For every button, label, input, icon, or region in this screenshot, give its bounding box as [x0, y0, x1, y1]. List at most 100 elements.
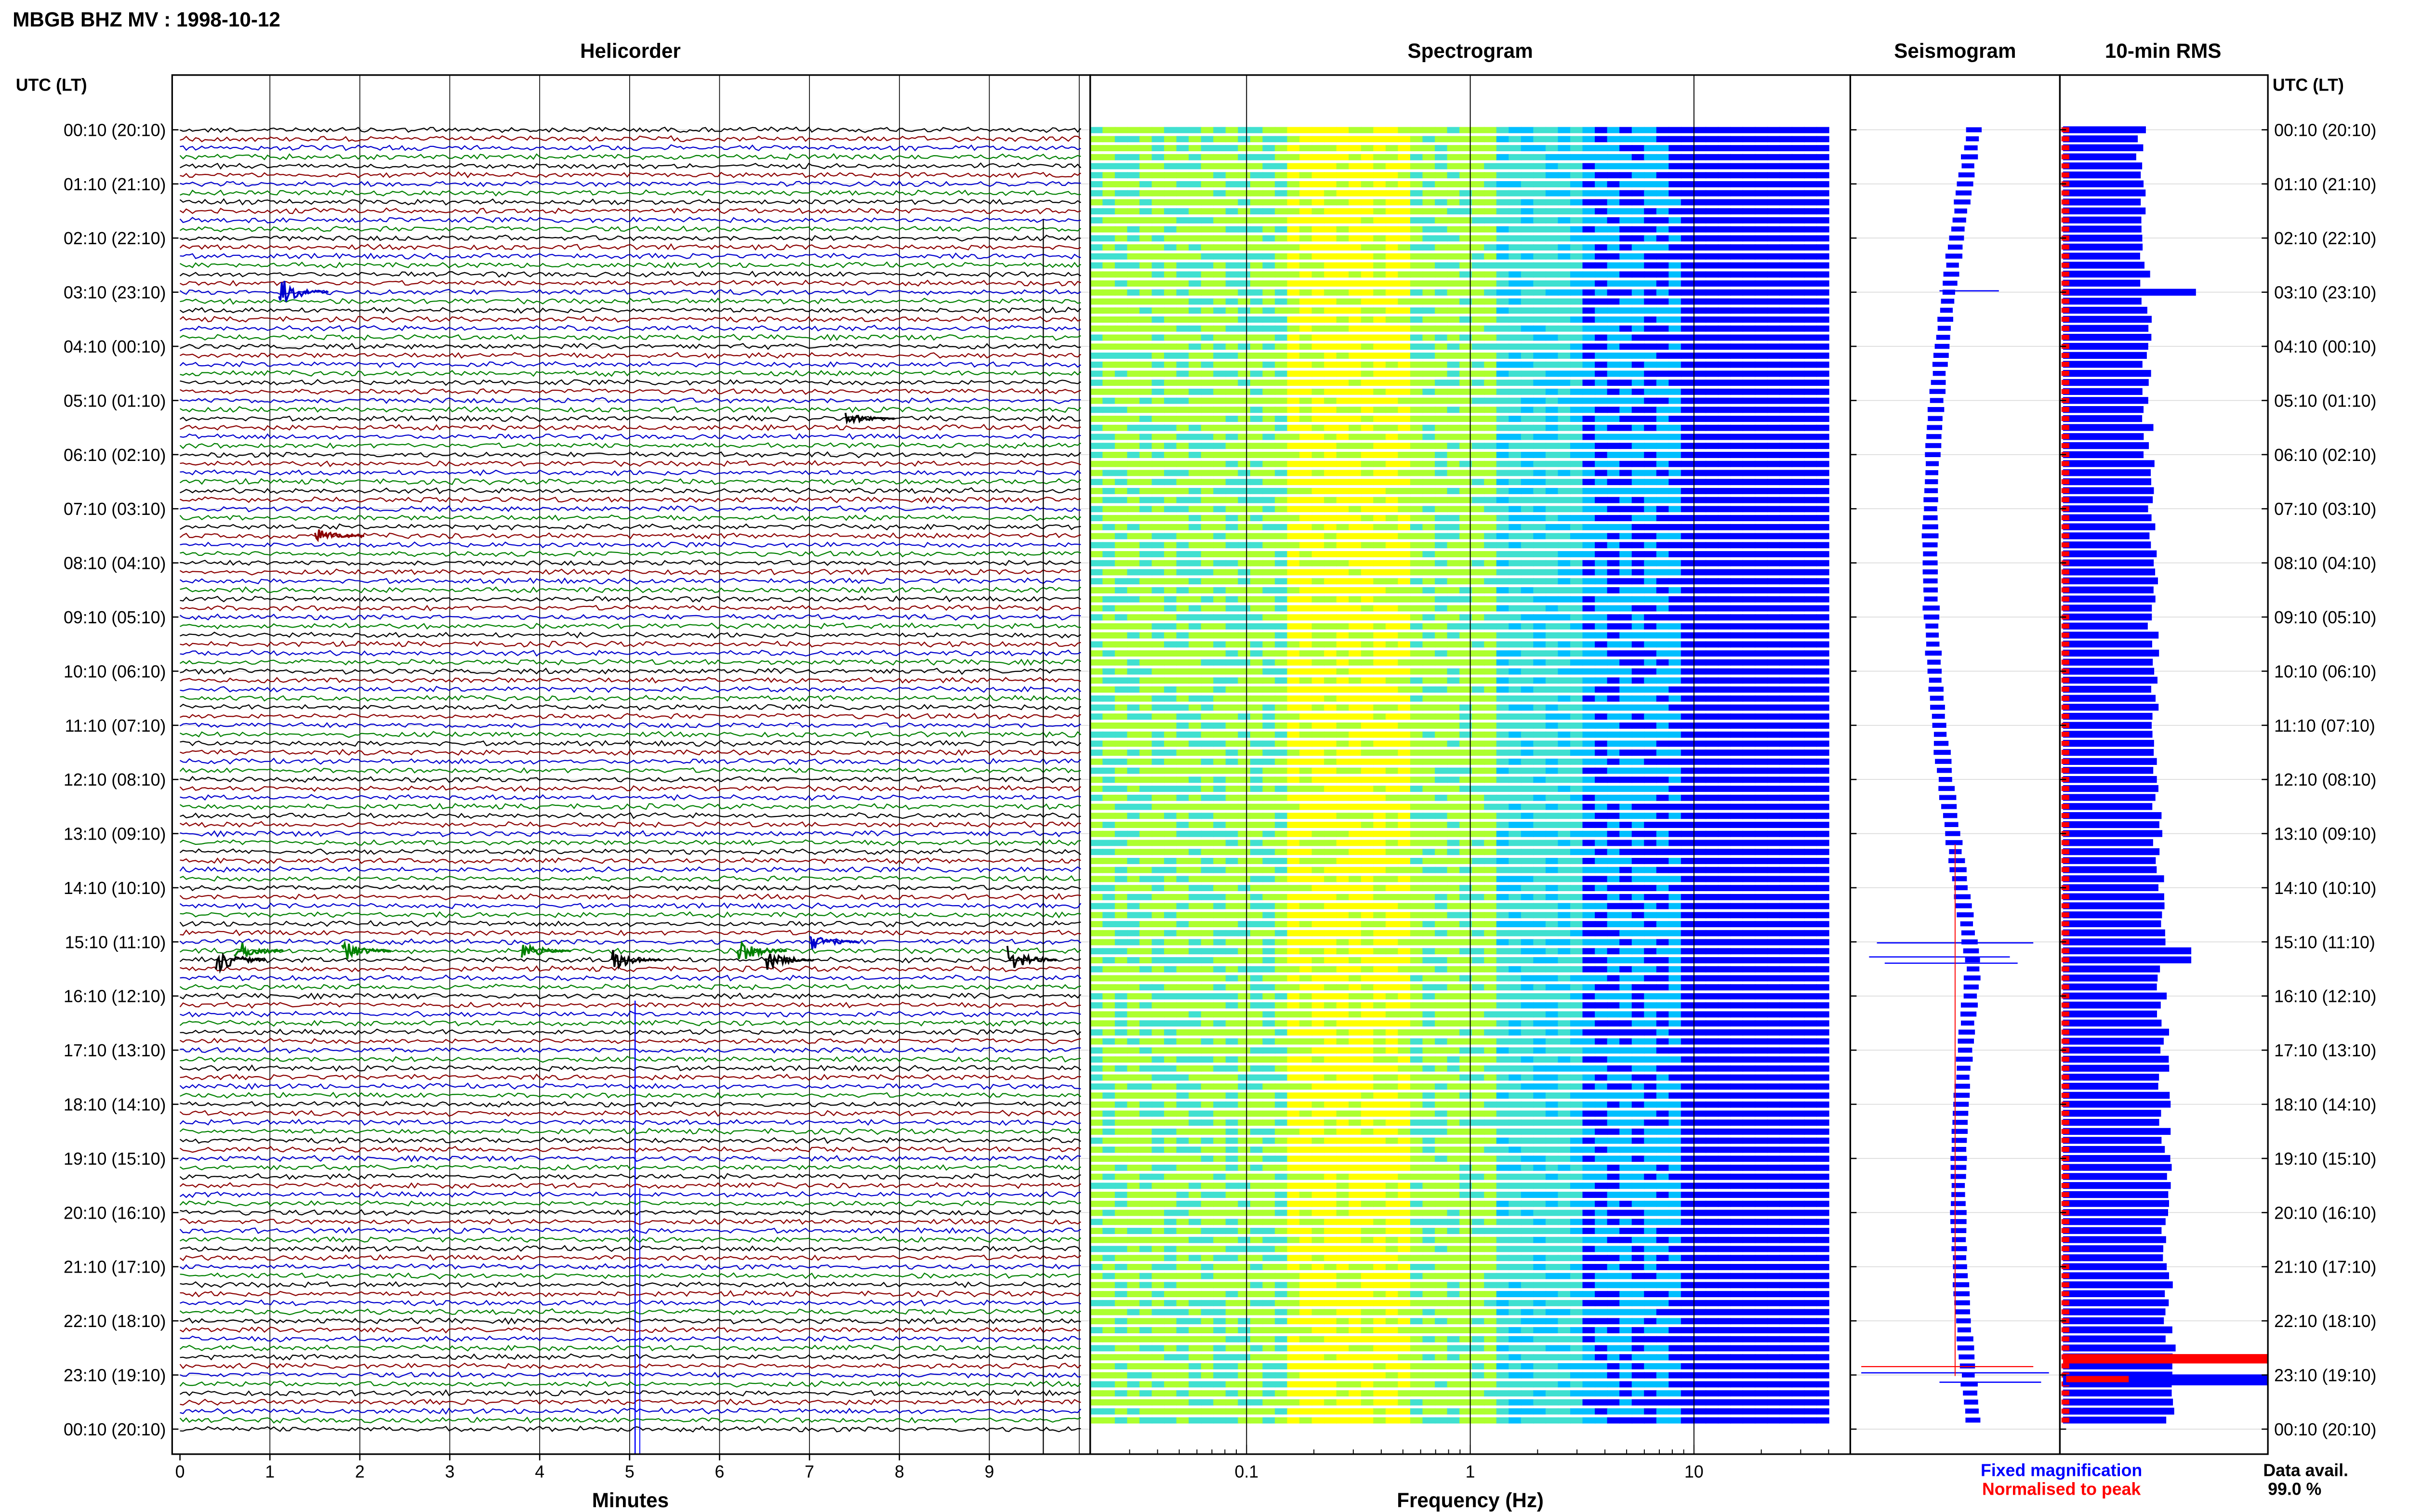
spectrogram-cell — [1139, 524, 1152, 530]
spectrogram-cell — [1311, 460, 1325, 467]
spectrogram-cell — [1262, 587, 1276, 593]
spectrogram-cell — [1201, 515, 1214, 522]
spectrogram-cell — [1631, 686, 1645, 693]
spectrogram-cell — [1385, 343, 1399, 350]
spectrogram-cell — [1311, 217, 1325, 224]
spectrogram-cell — [1127, 361, 1140, 368]
spectrogram-cell — [1287, 451, 1300, 458]
spectrogram-cell — [1225, 479, 1239, 486]
spectrogram-cell — [1238, 668, 1251, 675]
spectrogram-cell — [1705, 822, 1719, 828]
spectrogram-cell — [1791, 641, 1805, 648]
spectrogram-cell — [1114, 487, 1128, 494]
spectrogram-cell — [1164, 190, 1177, 197]
spectrogram-cell — [1385, 632, 1399, 639]
spectrogram-cell — [1176, 370, 1190, 377]
spectrogram-cell — [1152, 830, 1165, 837]
spectrogram-cell — [1595, 487, 1608, 494]
spectrogram-cell — [1127, 280, 1140, 287]
spectrogram-cell — [1398, 822, 1411, 828]
spectrogram-cell — [1459, 443, 1472, 449]
spectrogram-cell — [1447, 786, 1460, 792]
spectrogram-cell — [1164, 723, 1177, 729]
spectrogram-cell — [1582, 460, 1596, 467]
spectrogram-cell — [1422, 560, 1436, 566]
spectrogram-cell — [1668, 460, 1682, 467]
spectrogram-cell — [1225, 307, 1239, 314]
spectrogram-cell — [1705, 650, 1719, 657]
spectrogram-cell — [1545, 235, 1559, 242]
spectrogram-cell — [1668, 262, 1682, 269]
spectrogram-cell — [1238, 361, 1251, 368]
spectrogram-cell — [1718, 723, 1731, 729]
spectrogram-cell — [1398, 776, 1411, 783]
spectrogram-cell — [1336, 497, 1350, 503]
spectrogram-cell — [1114, 840, 1128, 846]
spectrogram-cell — [1509, 776, 1522, 783]
spectrogram-cell — [1324, 542, 1337, 549]
spectrogram-cell — [1459, 794, 1472, 801]
spectrogram-cell — [1755, 380, 1768, 386]
spectrogram-cell — [1718, 352, 1731, 359]
spectrogram-cell — [1804, 740, 1817, 747]
spectrogram-cell — [1189, 226, 1202, 233]
spectrogram-cell — [1644, 397, 1657, 404]
spectrogram-cell — [1779, 632, 1793, 639]
spectrogram-cell — [1114, 407, 1128, 413]
spectrogram-cell — [1656, 551, 1669, 557]
spectrogram-cell — [1274, 695, 1288, 702]
spectrogram-cell — [1791, 181, 1805, 187]
spectrogram-cell — [1656, 136, 1669, 143]
spectrogram-cell — [1274, 217, 1288, 224]
spectrogram-cell — [1164, 244, 1177, 251]
spectrogram-cell — [1090, 343, 1103, 350]
helicorder-event — [736, 940, 787, 960]
helicorder-trace — [180, 550, 1081, 558]
spectrogram-cell — [1644, 731, 1657, 738]
spectrogram-cell — [1755, 226, 1768, 233]
spectrogram-cell — [1631, 758, 1645, 765]
spectrogram-cell — [1767, 704, 1780, 711]
spectrogram-cell — [1213, 172, 1227, 179]
spectrogram-cell — [1471, 334, 1485, 341]
spectrogram-cell — [1311, 262, 1325, 269]
figure-title: MBGB BHZ MV : 1998-10-12 — [13, 8, 280, 31]
spectrogram-cell — [1509, 830, 1522, 837]
spectrogram-cell — [1631, 145, 1645, 151]
spectrogram-cell — [1398, 190, 1411, 197]
spectrogram-cell — [1730, 217, 1743, 224]
spectrogram-cell — [1693, 813, 1707, 819]
spectrogram-cell — [1225, 280, 1239, 287]
spectrogram-cell — [1816, 813, 1829, 819]
spectrogram-cell — [1595, 235, 1608, 242]
spectrogram-cell — [1176, 560, 1190, 566]
spectrogram-cell — [1791, 704, 1805, 711]
spectrogram-cell — [1471, 587, 1485, 593]
spectrogram-cell — [1336, 434, 1350, 440]
spectrogram-cell — [1459, 650, 1472, 657]
spectrogram-cell — [1804, 145, 1817, 151]
spectrogram-cell — [1447, 776, 1460, 783]
spectrogram-cell — [1385, 659, 1399, 666]
spectrogram-cell — [1582, 794, 1596, 801]
spectrogram-cell — [1262, 235, 1276, 242]
spectrogram-cell — [1496, 641, 1509, 648]
spectrogram-cell — [1152, 840, 1165, 846]
spectrogram-cell — [1521, 325, 1534, 332]
spectrogram-cell — [1804, 822, 1817, 828]
spectrogram-cell — [1631, 533, 1645, 539]
spectrogram-cell — [1484, 569, 1497, 576]
spectrogram-cell — [1299, 316, 1312, 323]
spectrogram-cell — [1484, 758, 1497, 765]
spectrogram-cell — [1521, 830, 1534, 837]
spectrogram-cell — [1311, 686, 1325, 693]
spectrogram-cell — [1631, 524, 1645, 530]
spectrogram-cell — [1213, 190, 1227, 197]
spectrogram-cell — [1435, 758, 1448, 765]
spectrogram-cell — [1718, 758, 1731, 765]
spectrogram-cell — [1484, 416, 1497, 422]
spectrogram-cell — [1496, 677, 1509, 684]
spectrogram-cell — [1336, 614, 1350, 621]
spectrogram-cell — [1127, 542, 1140, 549]
spectrogram-cell — [1189, 380, 1202, 386]
